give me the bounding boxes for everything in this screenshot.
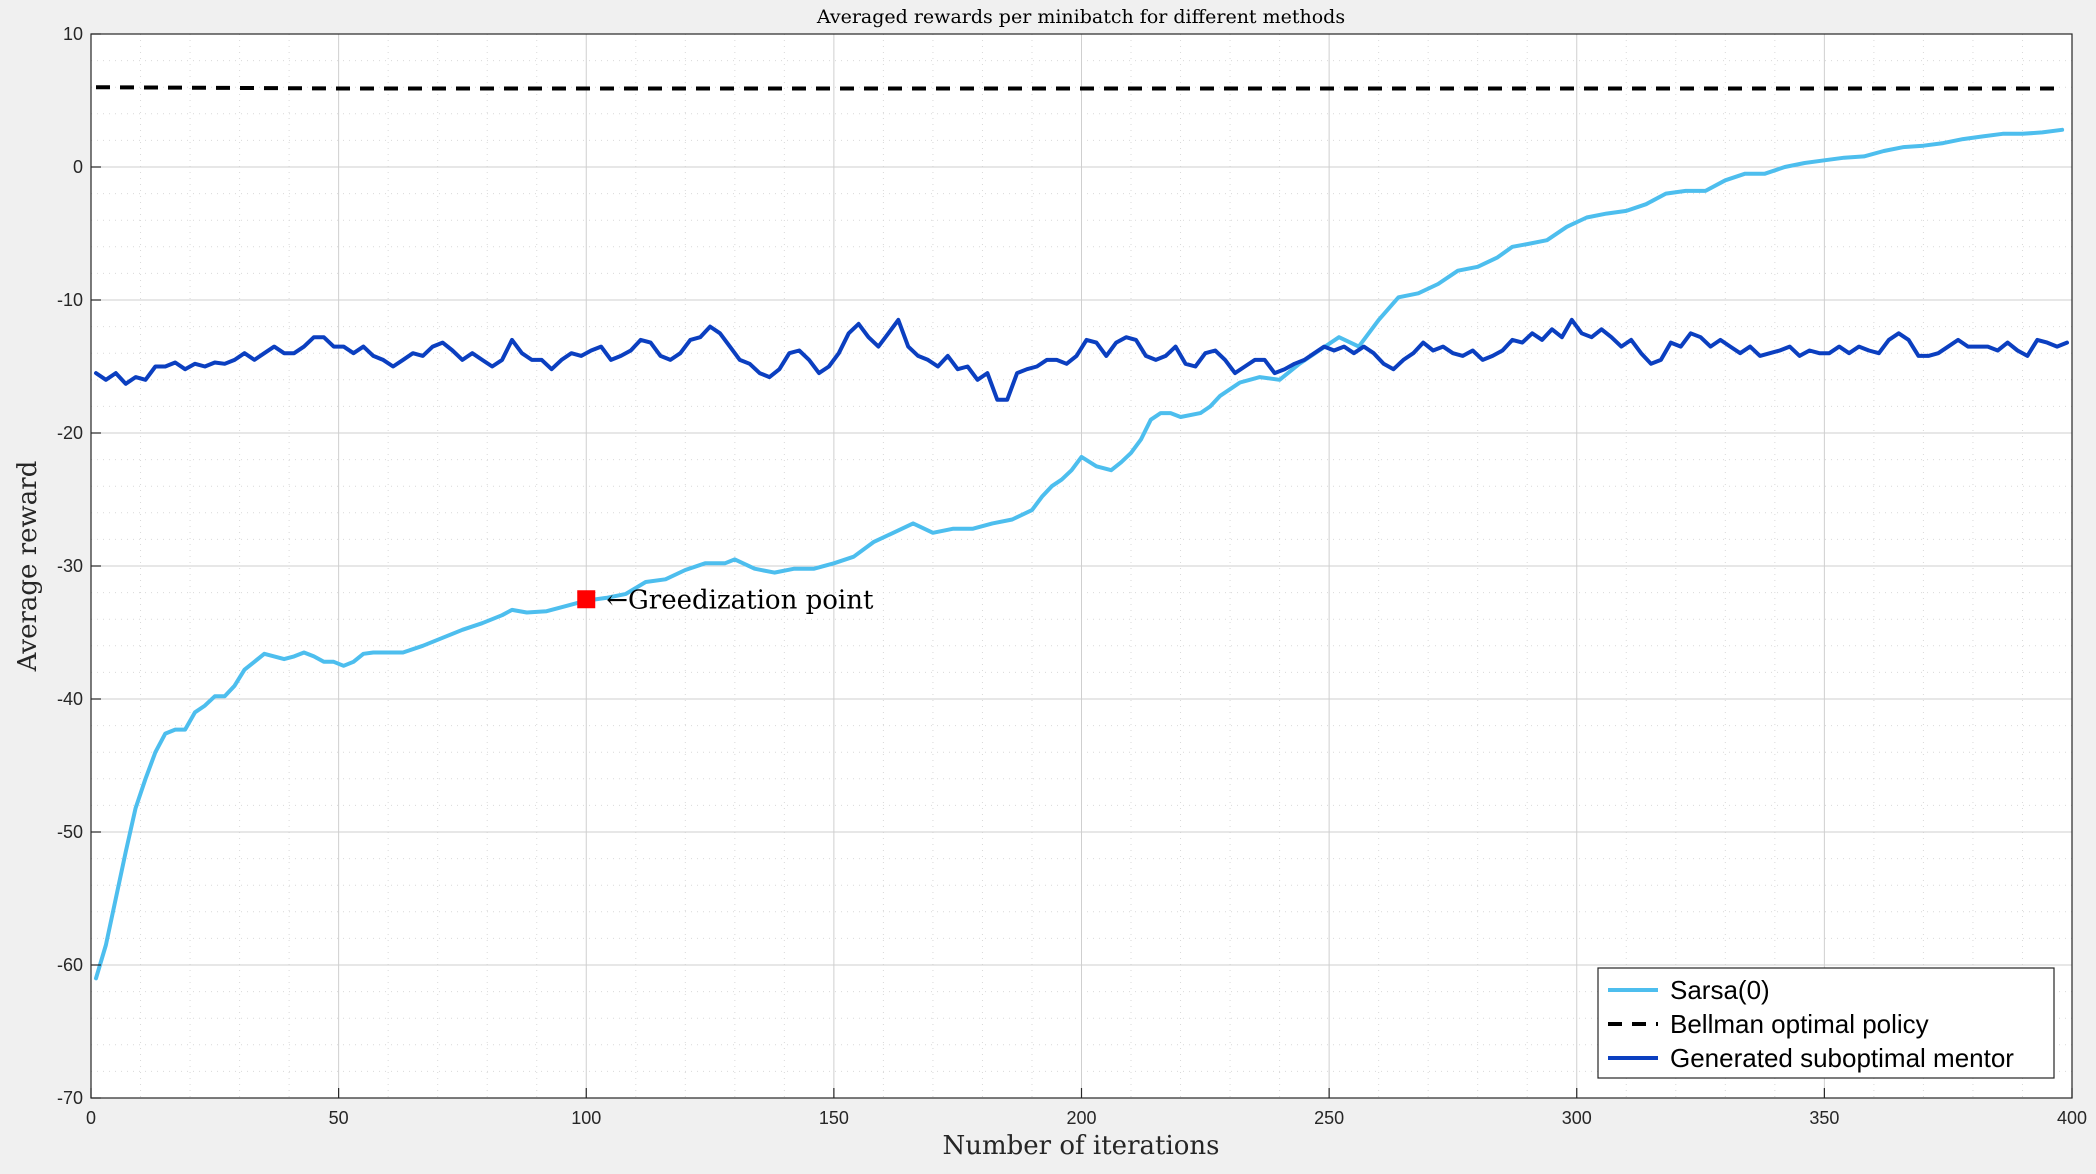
greedization-point-label: ←Greedization point [606,585,874,615]
y-tick-label: -40 [57,689,83,709]
legend-label-mentor: Generated suboptimal mentor [1670,1043,2014,1073]
y-axis-label: Average reward [13,461,43,673]
y-tick-label: -10 [57,290,83,310]
y-tick-label: -20 [57,423,83,443]
x-tick-label: 350 [1809,1108,1839,1128]
y-tick-label: -50 [57,822,83,842]
legend: Sarsa(0) Bellman optimal policy Generate… [1597,967,2055,1079]
x-tick-label: 100 [571,1108,601,1128]
chart-title: Averaged rewards per minibatch for diffe… [816,6,1345,28]
series-line-1 [95,85,2063,91]
x-tick-label: 250 [1314,1108,1344,1128]
legend-label-sarsa: Sarsa(0) [1670,975,1770,1005]
x-tick-label: 0 [86,1108,96,1128]
legend-label-bellman: Bellman optimal policy [1670,1009,1929,1039]
series-line-2 [94,317,2069,402]
series-line-0 [94,127,2065,981]
x-tick-label: 150 [819,1108,849,1128]
greedization-point-marker [577,590,596,609]
x-tick-label: 200 [1066,1108,1096,1128]
series-layer [94,85,2069,981]
y-tick-label: 10 [63,24,83,44]
y-tick-label: -30 [57,556,83,576]
x-axis-label: Number of iterations [943,1131,1220,1161]
x-tick-label: 400 [2057,1108,2087,1128]
legend-box [1597,967,2055,1079]
y-tick-label: 0 [73,157,83,177]
x-tick-label: 50 [329,1108,349,1128]
tick-layer: 0 50 100 150 200 250 300 350 400-70-60-50-40-30-… [57,24,2087,1128]
y-tick-label: -70 [57,1088,83,1108]
annotation-layer: ←Greedization point [577,585,874,615]
y-tick-label: -60 [57,955,83,975]
x-tick-label: 300 [1562,1108,1592,1128]
